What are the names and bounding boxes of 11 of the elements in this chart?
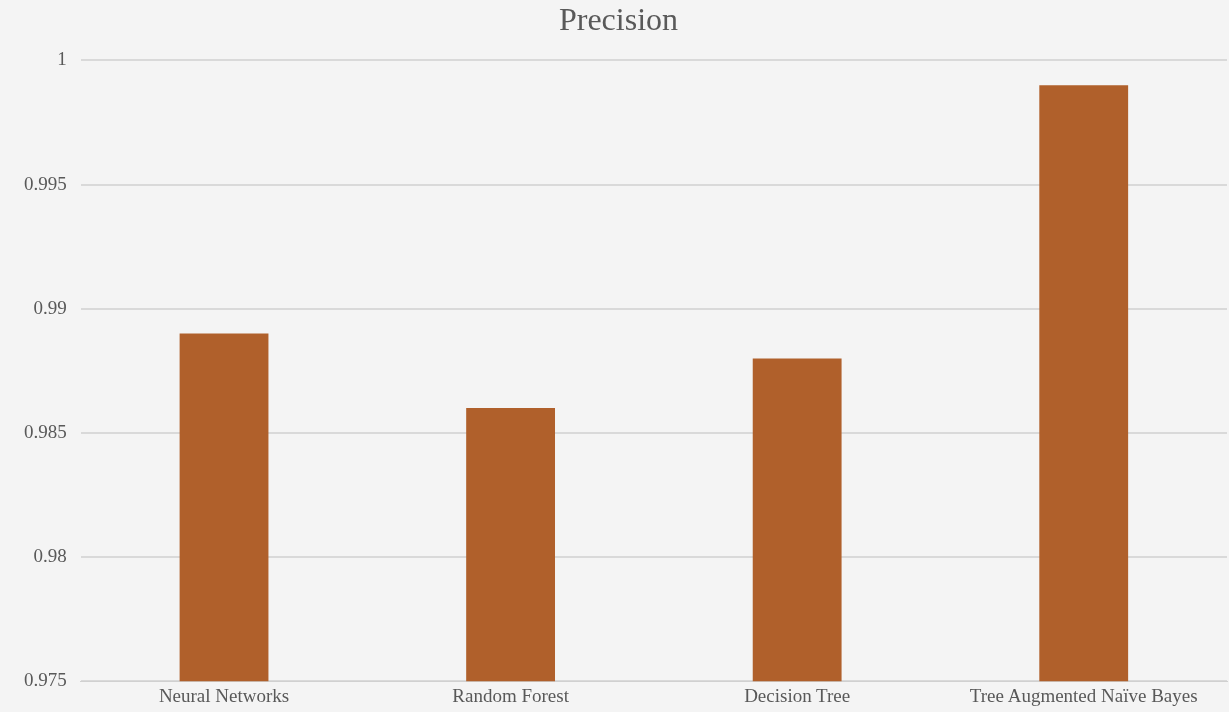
chart-title: Precision (558, 0, 679, 37)
y-tick-label: 0.99 (33, 296, 67, 318)
x-tick-label: Random Forest (452, 684, 570, 706)
y-tick-label: 0.985 (24, 420, 67, 442)
x-tick-label: Decision Tree (744, 684, 851, 706)
y-tick-label: 1 (57, 48, 67, 70)
y-tick-label: 0.995 (24, 172, 67, 194)
x-tick-label: Tree Augmented Naïve Bayes (969, 684, 1198, 706)
x-tick-label: Neural Networks (158, 684, 290, 706)
y-tick-label: 0.975 (24, 669, 67, 691)
y-tick-label: 0.98 (33, 545, 67, 567)
